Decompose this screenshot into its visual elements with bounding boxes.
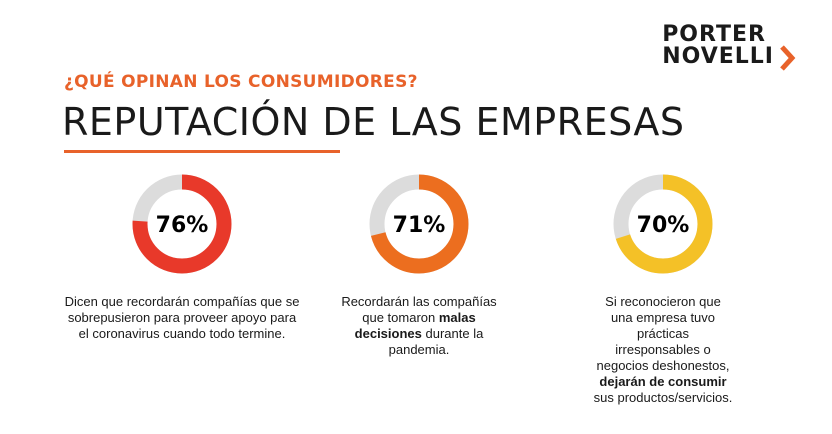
donut-value-label-3: 70%	[637, 213, 690, 238]
donut-chart-3: 70%	[613, 174, 713, 274]
donut-arc-1	[132, 174, 232, 274]
stat-description-2: Recordarán las compañías que tomaron mal…	[299, 294, 539, 358]
donut-arc-3	[613, 174, 713, 274]
desc-3-bold: dejarán de consumir	[599, 374, 727, 389]
stat-description-1: Dicen que recordarán compañías que se so…	[62, 294, 302, 342]
page-title: REPUTACIÓN DE LAS EMPRESAS	[62, 100, 685, 144]
stat-description-3: Si reconocieron que una empresa tuvo prá…	[543, 294, 783, 406]
stat-block-2: 71% Recordarán las compañías que tomaron…	[299, 172, 539, 358]
desc-2-text-a: Recordarán las compañías que tomaron	[341, 294, 497, 325]
title-underline	[64, 150, 340, 153]
donut-arc-2	[369, 174, 469, 274]
stat-block-3: 70% Si reconocieron que una empresa tuvo…	[543, 172, 783, 406]
desc-2-text-b: durante la pandemia.	[388, 326, 484, 357]
donut-chart-2: 71%	[369, 174, 469, 274]
desc-1-text: Dicen que recordarán compañías que se so…	[64, 294, 300, 341]
desc-2-bold: malas decisiones	[354, 310, 476, 341]
donut-value-label-2: 71%	[393, 213, 446, 238]
stat-block-1: 76% Dicen que recordarán compañías que s…	[62, 172, 302, 342]
donut-value-label-1: 76%	[156, 213, 209, 238]
logo-line-1: PORTER	[662, 22, 766, 47]
donut-chart-1: 76%	[132, 174, 232, 274]
chevron-right-icon	[780, 45, 796, 71]
logo-line-2: NOVELLI	[662, 44, 774, 69]
porter-novelli-logo: PORTER NOVELLI	[662, 22, 796, 71]
kicker-heading: ¿QUÉ OPINAN LOS CONSUMIDORES?	[64, 72, 418, 92]
desc-3-text-b: sus productos/servicios.	[593, 390, 733, 405]
desc-3-text-a: Si reconocieron que una empresa tuvo prá…	[596, 294, 730, 373]
